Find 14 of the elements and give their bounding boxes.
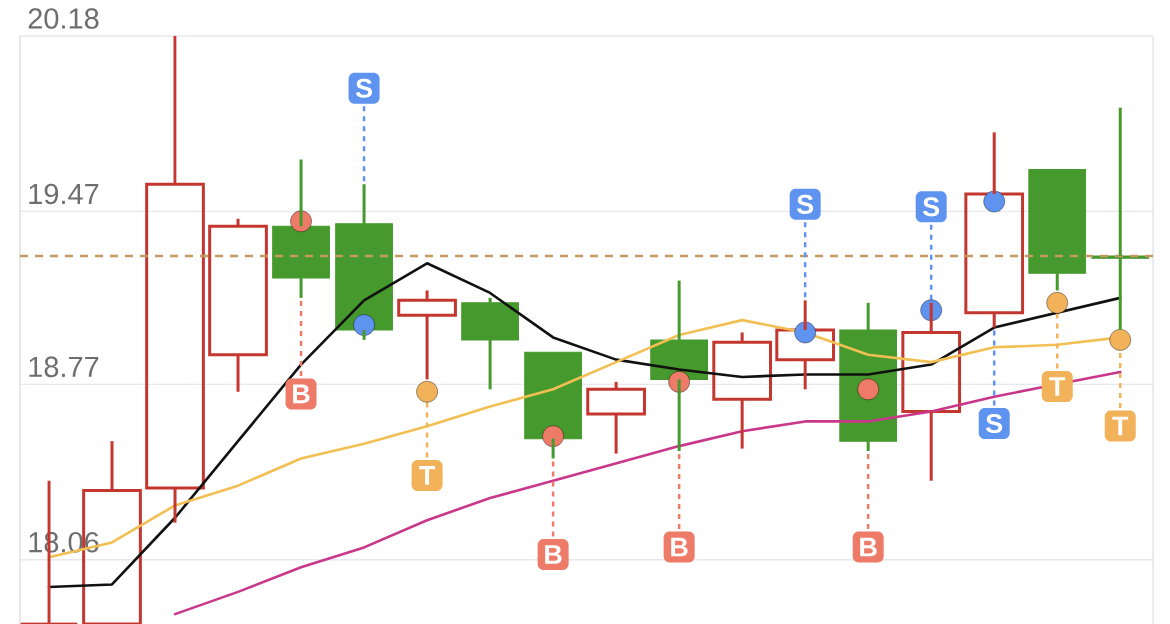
text: B bbox=[671, 537, 688, 557]
y-tick-label: 19.47 bbox=[29, 183, 99, 205]
text: B bbox=[293, 384, 310, 404]
text: B bbox=[545, 545, 562, 564]
text: B bbox=[860, 537, 877, 557]
text: S bbox=[985, 413, 1003, 434]
series-label: S bbox=[922, 197, 940, 217]
y-tick-label: 18.77 bbox=[29, 356, 99, 378]
text: S bbox=[796, 194, 814, 214]
y-tick-label: 20.18 bbox=[28, 8, 99, 29]
text: T bbox=[419, 466, 436, 485]
text: T bbox=[1049, 377, 1066, 396]
text: T bbox=[1112, 416, 1129, 436]
text: S bbox=[355, 78, 373, 98]
